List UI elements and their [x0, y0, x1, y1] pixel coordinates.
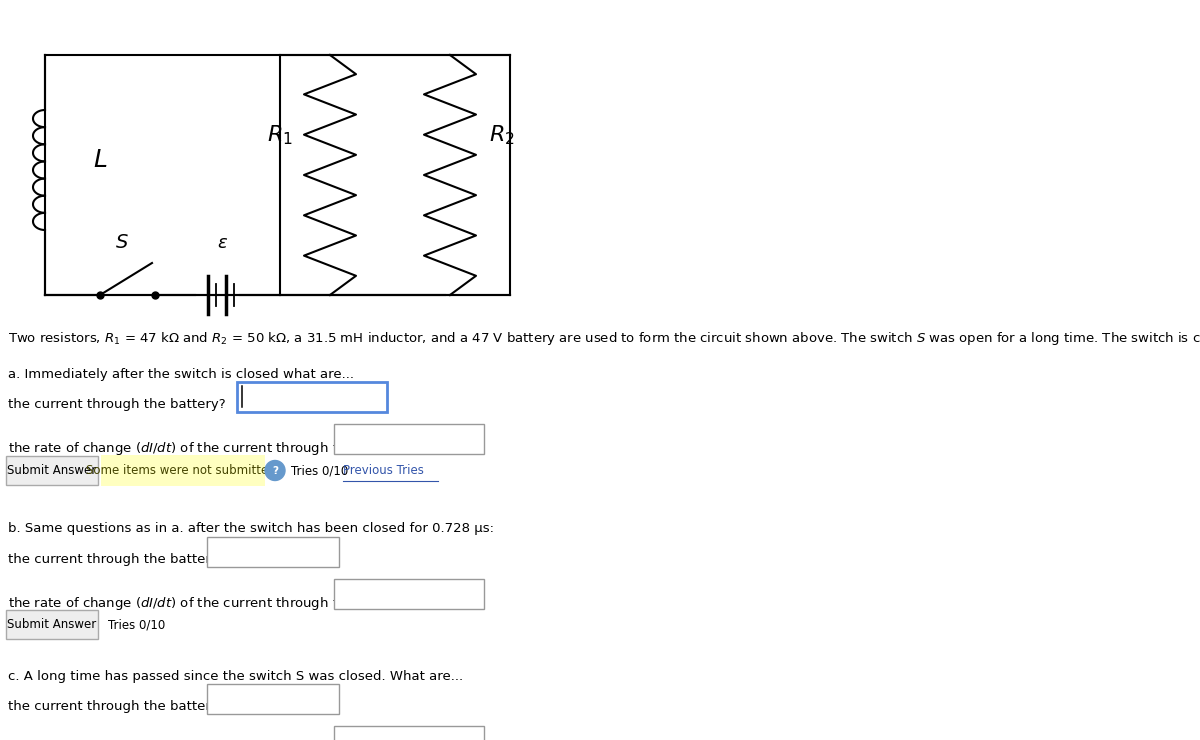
- Text: the rate of change ($dI/dt$) of the current through the battery?: the rate of change ($dI/dt$) of the curr…: [8, 595, 414, 612]
- Text: Tries 0/10: Tries 0/10: [292, 464, 348, 477]
- Text: Previous Tries: Previous Tries: [343, 464, 424, 477]
- FancyBboxPatch shape: [334, 726, 484, 740]
- Text: the current through the battery?: the current through the battery?: [8, 553, 226, 566]
- Text: the current through the battery?: the current through the battery?: [8, 398, 226, 411]
- Text: Tries 0/10: Tries 0/10: [108, 618, 166, 631]
- FancyBboxPatch shape: [238, 382, 386, 412]
- FancyBboxPatch shape: [334, 424, 484, 454]
- Text: Two resistors, $R_1$ = 47 k$\Omega$ and $R_2$ = 50 k$\Omega$, a 31.5 mH inductor: Two resistors, $R_1$ = 47 k$\Omega$ and …: [8, 330, 1200, 347]
- FancyBboxPatch shape: [6, 610, 98, 639]
- Text: Submit Answer: Submit Answer: [7, 464, 97, 477]
- Text: ε: ε: [217, 234, 227, 252]
- Circle shape: [265, 460, 286, 480]
- FancyBboxPatch shape: [208, 684, 340, 714]
- FancyBboxPatch shape: [334, 579, 484, 609]
- Text: the current through the battery?: the current through the battery?: [8, 700, 226, 713]
- Text: Some items were not submitted.: Some items were not submitted.: [86, 464, 280, 477]
- Text: S: S: [116, 234, 128, 252]
- FancyBboxPatch shape: [101, 455, 265, 486]
- Text: $R_1$: $R_1$: [268, 123, 293, 147]
- FancyBboxPatch shape: [6, 456, 98, 485]
- Text: c. A long time has passed since the switch S was closed. What are...: c. A long time has passed since the swit…: [8, 670, 463, 683]
- Text: the rate of change ($dI/dt$) of the current through the battery?: the rate of change ($dI/dt$) of the curr…: [8, 440, 414, 457]
- Text: a. Immediately after the switch is closed what are...: a. Immediately after the switch is close…: [8, 368, 354, 381]
- Text: ?: ?: [272, 465, 278, 476]
- Text: $R_2$: $R_2$: [490, 123, 515, 147]
- FancyBboxPatch shape: [208, 537, 340, 567]
- Text: L: L: [94, 148, 107, 172]
- Text: b. Same questions as in a. after the switch has been closed for 0.728 µs:: b. Same questions as in a. after the swi…: [8, 522, 494, 535]
- Text: Submit Answer: Submit Answer: [7, 618, 97, 631]
